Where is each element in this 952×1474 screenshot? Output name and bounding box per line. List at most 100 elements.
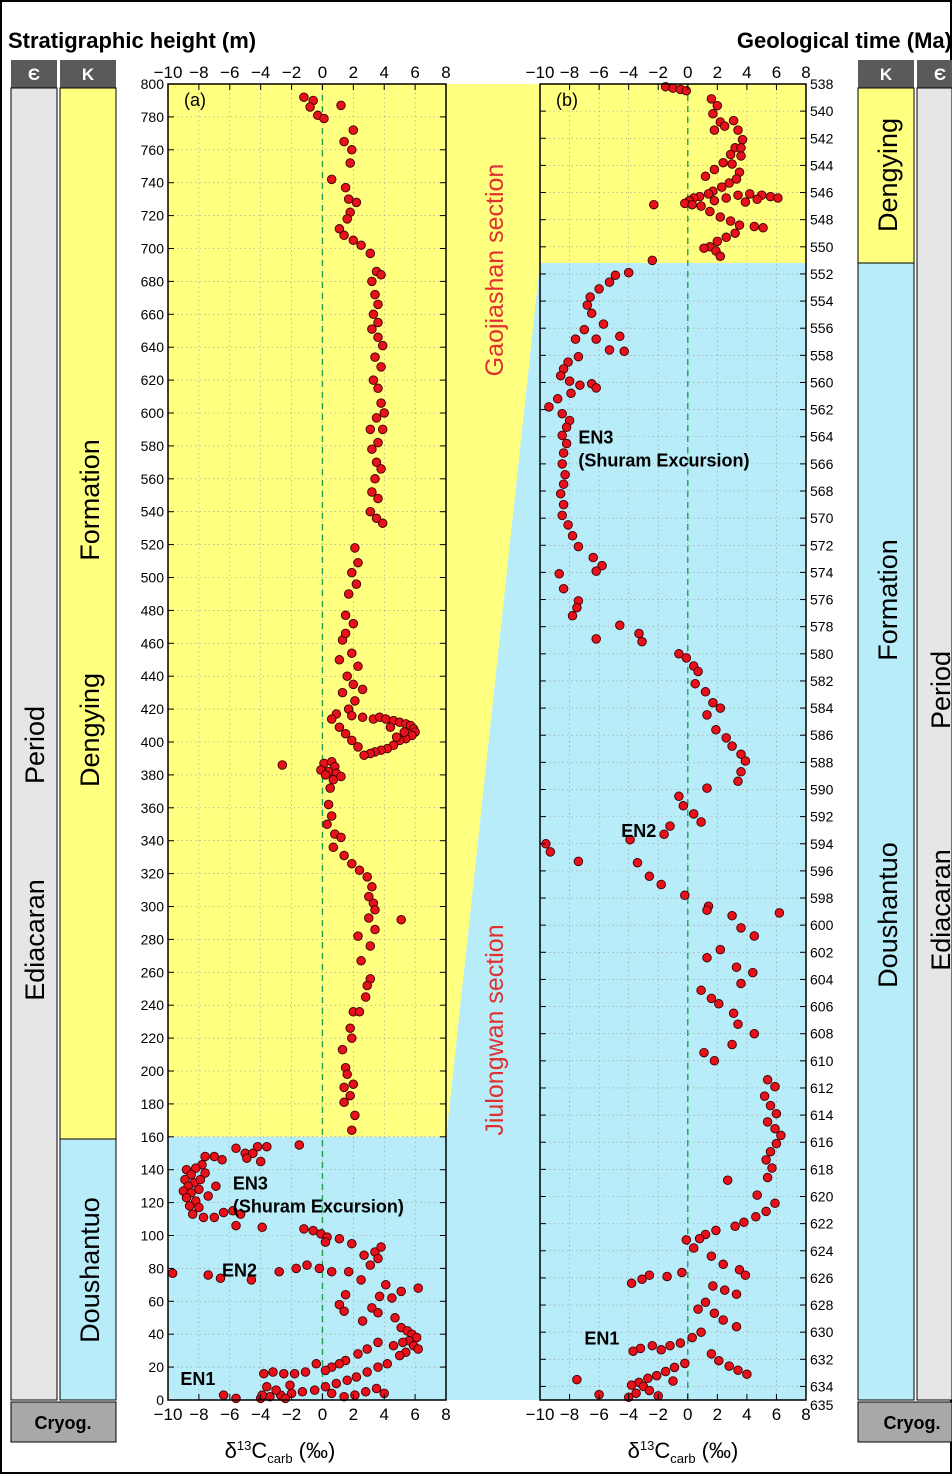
panel-a-data-point xyxy=(351,1372,362,1382)
panel-b-x-tick-label-top: −10 xyxy=(526,63,555,82)
panel-b-data-point xyxy=(734,1265,745,1275)
panel-b-data-point xyxy=(758,223,768,233)
cryogenian-box-left xyxy=(10,1401,117,1443)
panel-b-y-tick-label: 630 xyxy=(810,1324,834,1340)
panel-a-data-point xyxy=(347,567,357,578)
panel-a-data-point xyxy=(271,1385,281,1395)
panel-b-data-point xyxy=(702,783,712,793)
panel-b-y-tick-label: 618 xyxy=(810,1161,834,1177)
panel-a-data-point xyxy=(294,1140,305,1150)
panel-b-y-tick-label: 548 xyxy=(810,212,834,228)
panel-b-data-point xyxy=(724,1361,734,1371)
panel-a-data-point xyxy=(311,1359,322,1369)
panel-b-dengying-fill xyxy=(540,84,806,264)
panel-b-data-point xyxy=(715,251,726,262)
panel-b-data-point xyxy=(728,1008,739,1019)
panel-a-data-point xyxy=(347,858,357,869)
panel-a-data-point xyxy=(320,1237,331,1247)
panel-a-data-point xyxy=(339,230,349,241)
panel-b-data-point xyxy=(708,1281,718,1291)
period-column-left xyxy=(10,87,58,1401)
panel-b-data-point xyxy=(554,569,564,579)
era-header-k xyxy=(60,60,116,88)
panel-b-data-point xyxy=(733,776,743,787)
panel-b-data-point xyxy=(628,1346,638,1356)
panel-b-y-tick-label: 635 xyxy=(810,1397,834,1413)
panel-b-data-point xyxy=(696,817,706,827)
panel-a-data-point xyxy=(200,1151,210,1162)
panel-b-data-point xyxy=(736,143,746,153)
panel-b-data-point xyxy=(674,791,684,802)
panel-a-y-tick-label: 320 xyxy=(141,866,165,882)
panel-b-data-point xyxy=(721,733,731,743)
panel-a-data-point xyxy=(305,102,315,112)
panel-a-data-point xyxy=(381,714,391,724)
panel-a-data-point xyxy=(326,1388,337,1399)
panel-a-x-tick-label-bottom: −8 xyxy=(189,1405,208,1424)
panel-a-data-point xyxy=(385,722,396,732)
panel-a-data-point xyxy=(337,1044,348,1055)
panel-a-data-point xyxy=(319,113,329,124)
panel-b-data-point xyxy=(660,1366,671,1377)
panel-a-data-point xyxy=(350,1390,360,1400)
panel-b-data-point xyxy=(693,1304,703,1314)
panel-b-y-tick-label: 544 xyxy=(810,157,834,173)
panel-a-data-point xyxy=(345,1090,355,1101)
panel-a-data-point xyxy=(348,618,359,629)
panel-a-data-point xyxy=(350,1110,360,1121)
panel-a-data-point xyxy=(376,1242,386,1252)
panel-b-data-point xyxy=(731,174,742,184)
panel-b-data-point xyxy=(555,488,566,499)
panel-a-x-tick-label-bottom: 8 xyxy=(441,1405,450,1424)
panel-a-data-point xyxy=(347,1033,357,1043)
panel-a-data-point xyxy=(289,1368,300,1379)
panel-b-data-point xyxy=(706,1349,717,1359)
panel-a-data-point xyxy=(347,145,357,155)
panel-a-y-tick-label: 540 xyxy=(141,504,165,520)
panel-b-data-point xyxy=(649,199,659,210)
panel-a-data-point xyxy=(339,136,349,147)
panel-b-data-point xyxy=(591,334,601,344)
panel-a-y-tick-label: 360 xyxy=(141,800,165,816)
panel-b-data-point xyxy=(733,190,743,200)
panel-b-y-tick-label: 572 xyxy=(810,537,834,553)
panel-a-data-point xyxy=(181,1192,192,1203)
panel-a-data-point xyxy=(339,1097,349,1108)
panel-b-plot-frame xyxy=(539,83,807,1401)
panel-a-data-point xyxy=(297,1387,308,1397)
panel-a-data-point xyxy=(382,1359,393,1369)
panel-b-y-tick-label: 542 xyxy=(810,130,834,146)
panel-b-data-point xyxy=(752,1190,762,1200)
panel-b-data-point xyxy=(712,100,723,111)
panel-b-data-point xyxy=(706,1251,717,1261)
panel-b-data-point xyxy=(573,856,584,867)
period-label-ediacaran: Ediacaran xyxy=(20,879,50,1001)
panel-b-y-tick-label: 576 xyxy=(810,592,834,608)
panel-a-data-point xyxy=(252,1141,263,1152)
panel-b-data-point xyxy=(615,331,625,342)
panel-b-data-point xyxy=(598,319,609,329)
panel-a-y-tick-label: 700 xyxy=(141,241,165,257)
panel-b-x-tick-label-top: 8 xyxy=(801,63,810,82)
panel-b-data-point xyxy=(696,985,706,996)
panel-a-data-point xyxy=(350,696,360,706)
panel-a-data-point xyxy=(334,722,345,732)
panel-a-data-point xyxy=(343,1266,354,1277)
panel-b-data-point xyxy=(567,611,578,621)
panel-b-data-point xyxy=(706,993,717,1004)
panel-b-data-point xyxy=(761,1206,771,1217)
panel-a-data-point xyxy=(262,1141,272,1152)
panel-b-data-point xyxy=(705,206,715,217)
panel-b-data-point xyxy=(564,376,575,386)
left-header: Stratigraphic height (m) xyxy=(8,28,256,53)
panel-b-data-point xyxy=(677,1267,687,1278)
panel-b-data-point xyxy=(561,422,572,432)
panel-a-data-point xyxy=(340,182,351,193)
panel-b-x-tick-label-top: 0 xyxy=(683,63,692,82)
panel-a-data-point xyxy=(359,1250,369,1260)
panel-a-data-point xyxy=(371,1383,382,1394)
panel-b-x-tick-label-top: −4 xyxy=(619,63,638,82)
panel-a-x-tick-label-bottom: −4 xyxy=(251,1405,270,1424)
panel-a-data-point xyxy=(331,1378,342,1389)
panel-a-data-point xyxy=(356,240,366,250)
